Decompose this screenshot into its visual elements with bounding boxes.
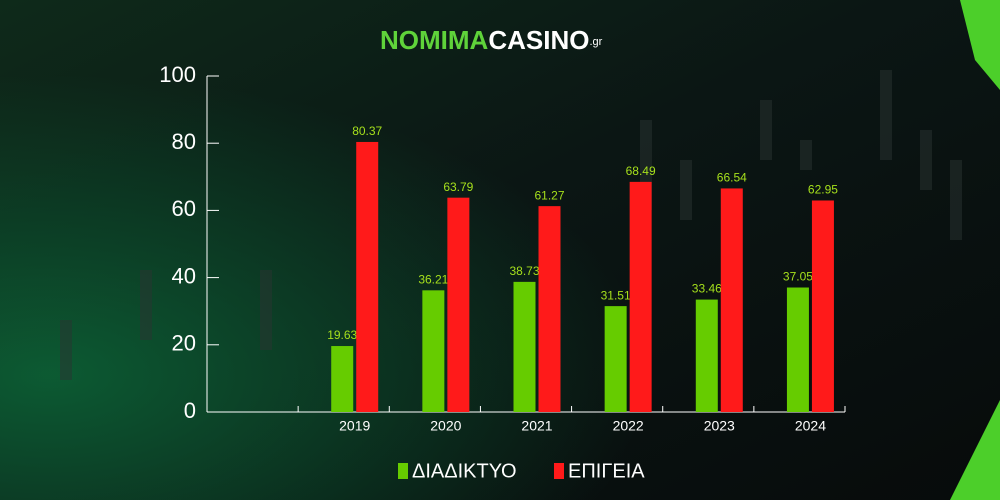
bar (422, 290, 445, 412)
legend-label: ΕΠΙΓΕΙΑ (568, 460, 645, 482)
value-label: 19.63 (327, 328, 357, 342)
bar (513, 281, 536, 412)
y-tick-label: 40 (172, 263, 196, 288)
bar (447, 197, 470, 412)
value-label: 66.54 (717, 171, 747, 185)
bar (786, 287, 809, 412)
y-tick-label: 20 (172, 331, 196, 356)
value-label: 36.21 (418, 273, 448, 287)
y-tick-label: 60 (172, 196, 196, 221)
bar (331, 346, 354, 412)
x-tick-label: 2022 (613, 418, 644, 434)
logo-suffix: .gr (589, 36, 602, 48)
value-label: 37.05 (783, 270, 813, 284)
y-tick-label: 100 (159, 62, 196, 87)
value-label: 33.46 (692, 282, 722, 296)
x-tick-label: 2024 (795, 418, 826, 434)
bar (720, 188, 743, 412)
y-tick-label: 0 (184, 398, 196, 423)
bar (538, 206, 561, 412)
bar (811, 200, 834, 412)
bar (356, 141, 379, 413)
legend-swatch (398, 463, 408, 479)
value-label: 80.37 (352, 124, 382, 138)
decor-splash (960, 0, 1000, 90)
logo: NOMIMACASINO.gr (380, 25, 603, 55)
logo-part: NOMIMA (380, 25, 489, 55)
bar (604, 306, 627, 412)
logo-part: CASINO (488, 25, 589, 55)
x-tick-label: 2023 (704, 418, 735, 434)
x-tick-label: 2019 (339, 418, 370, 434)
value-label: 62.95 (808, 183, 838, 197)
x-tick-label: 2021 (521, 418, 552, 434)
decor-splash (950, 400, 1000, 500)
value-label: 38.73 (509, 264, 539, 278)
bar (695, 299, 718, 412)
value-label: 31.51 (601, 288, 631, 302)
legend-swatch (554, 463, 564, 479)
value-label: 68.49 (626, 164, 656, 178)
value-label: 61.27 (534, 188, 564, 202)
legend-label: ΔΙΑΔΙΚΤΥΟ (412, 460, 517, 482)
bar (629, 181, 652, 412)
x-tick-label: 2020 (430, 418, 461, 434)
y-tick-label: 80 (172, 129, 196, 154)
value-label: 63.79 (443, 180, 473, 194)
